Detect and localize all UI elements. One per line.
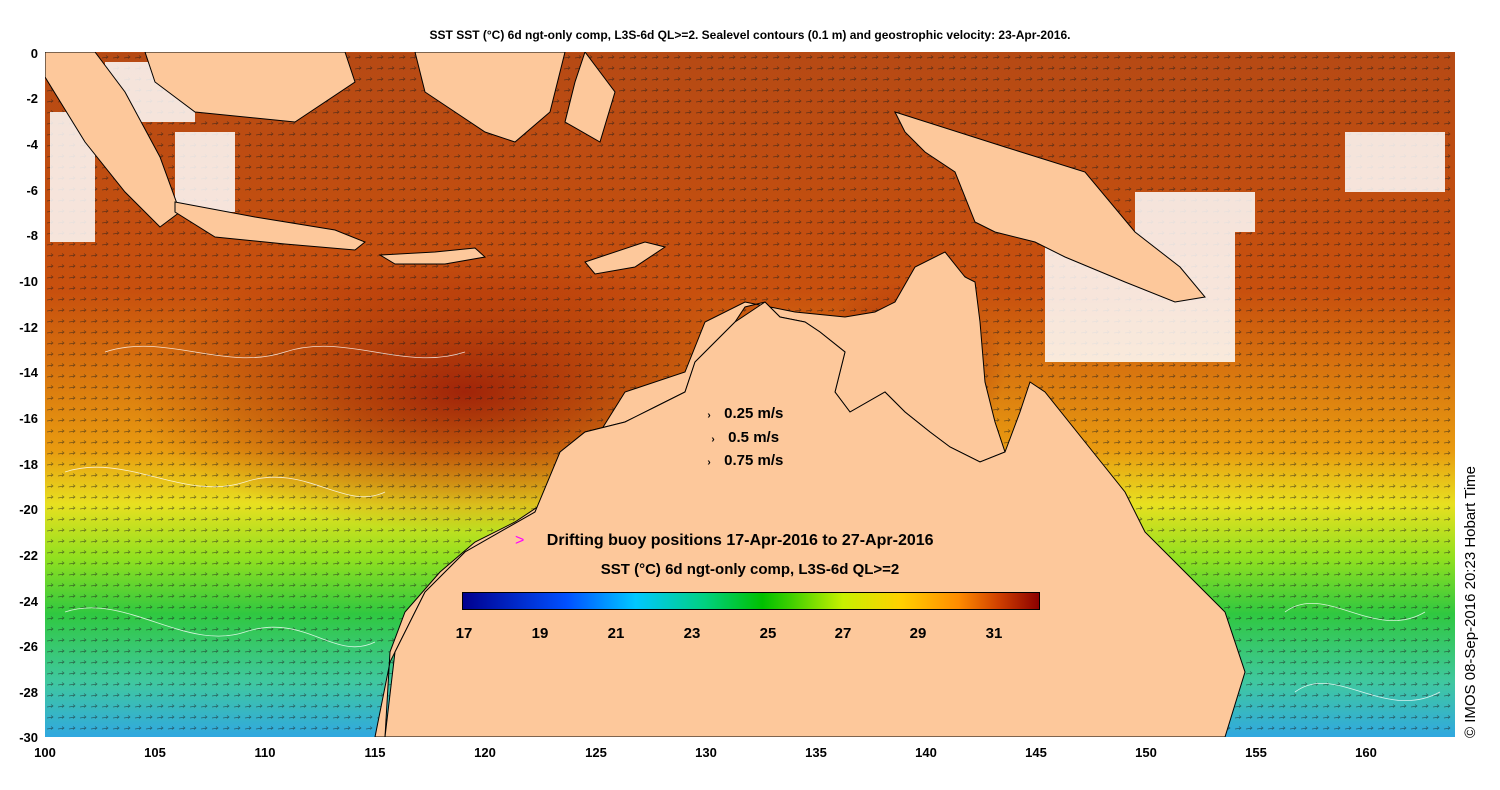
x-tick: 145: [1025, 745, 1047, 760]
x-tick: 155: [1245, 745, 1267, 760]
y-tick: -20: [19, 502, 38, 517]
y-tick: -10: [19, 274, 38, 289]
sst-map: [45, 52, 1455, 737]
land-timor: [584, 241, 667, 275]
land-australia: [384, 301, 1246, 737]
y-tick: -16: [19, 411, 38, 426]
y-tick: -24: [19, 594, 38, 609]
y-tick: -8: [26, 228, 38, 243]
y-tick: -28: [19, 685, 38, 700]
colorbar-tick: 23: [683, 625, 701, 642]
y-tick: -18: [19, 457, 38, 472]
land-sulawesi: [564, 52, 616, 143]
y-tick: -26: [19, 639, 38, 654]
map-title: SST SST (°C) 6d ngt-only comp, L3S-6d QL…: [429, 28, 1071, 42]
vector-arrow-icon: ›: [707, 457, 711, 468]
vector-arrow-icon: ›: [707, 410, 711, 421]
land-new-guinea: [894, 111, 1206, 303]
y-tick: -4: [26, 137, 38, 152]
colorbar-tick: 25: [759, 625, 777, 642]
colorbar-tick: 21: [607, 625, 625, 642]
cloud-mask: [50, 62, 1445, 362]
velocity-legend-label: 0.75 m/s: [724, 452, 784, 469]
colorbar-title: SST (°C) 6d ngt-only comp, L3S-6d QL>=2: [600, 561, 900, 578]
land-sumatra-north: [144, 52, 356, 123]
velocity-legend-label: 0.5 m/s: [728, 429, 780, 446]
x-tick: 130: [695, 745, 717, 760]
colorbar-tick: 29: [909, 625, 927, 642]
x-tick: 100: [34, 745, 56, 760]
x-tick: 160: [1355, 745, 1377, 760]
colorbar-tick: 27: [834, 625, 852, 642]
land-sumatra: [45, 52, 181, 228]
land-borneo: [414, 52, 566, 143]
x-tick: 150: [1135, 745, 1157, 760]
x-tick: 125: [585, 745, 607, 760]
velocity-legend-item: › 0.5 m/s: [702, 429, 779, 446]
buoy-legend-label: Drifting buoy positions 17-Apr-2016 to 2…: [546, 532, 934, 549]
land: [45, 52, 1246, 737]
buoy-marker-icon: >: [515, 532, 525, 549]
credit-text: © IMOS 08-Sep-2016 20:23 Hobart Time: [1462, 465, 1479, 738]
colorbar-tick: 17: [455, 625, 473, 642]
land-lesser-sunda: [378, 247, 487, 265]
x-tick: 105: [144, 745, 166, 760]
land-java: [174, 201, 366, 251]
sealevel-contours: [64, 345, 1441, 702]
velocity-legend-item: › 0.25 m/s: [698, 405, 783, 422]
colorbar-tick: 31: [985, 625, 1003, 642]
colorbar: [462, 592, 1040, 610]
y-tick: -30: [19, 730, 38, 745]
x-tick: 120: [474, 745, 496, 760]
y-tick: -14: [19, 365, 38, 380]
velocity-legend-label: 0.25 m/s: [724, 405, 784, 422]
vector-arrow-icon: ›: [711, 434, 715, 445]
x-tick: 115: [364, 745, 386, 760]
y-tick: -22: [19, 548, 38, 563]
colorbar-tick: 19: [531, 625, 549, 642]
x-tick: 110: [254, 745, 276, 760]
y-tick: -6: [26, 183, 38, 198]
buoy-legend: > Drifting buoy positions 17-Apr-2016 to…: [515, 532, 934, 550]
y-tick: -2: [26, 91, 38, 106]
y-tick: 0: [30, 46, 38, 61]
x-tick: 135: [805, 745, 827, 760]
y-tick: -12: [19, 320, 38, 335]
velocity-legend-item: › 0.75 m/s: [698, 452, 783, 469]
x-tick: 140: [915, 745, 937, 760]
